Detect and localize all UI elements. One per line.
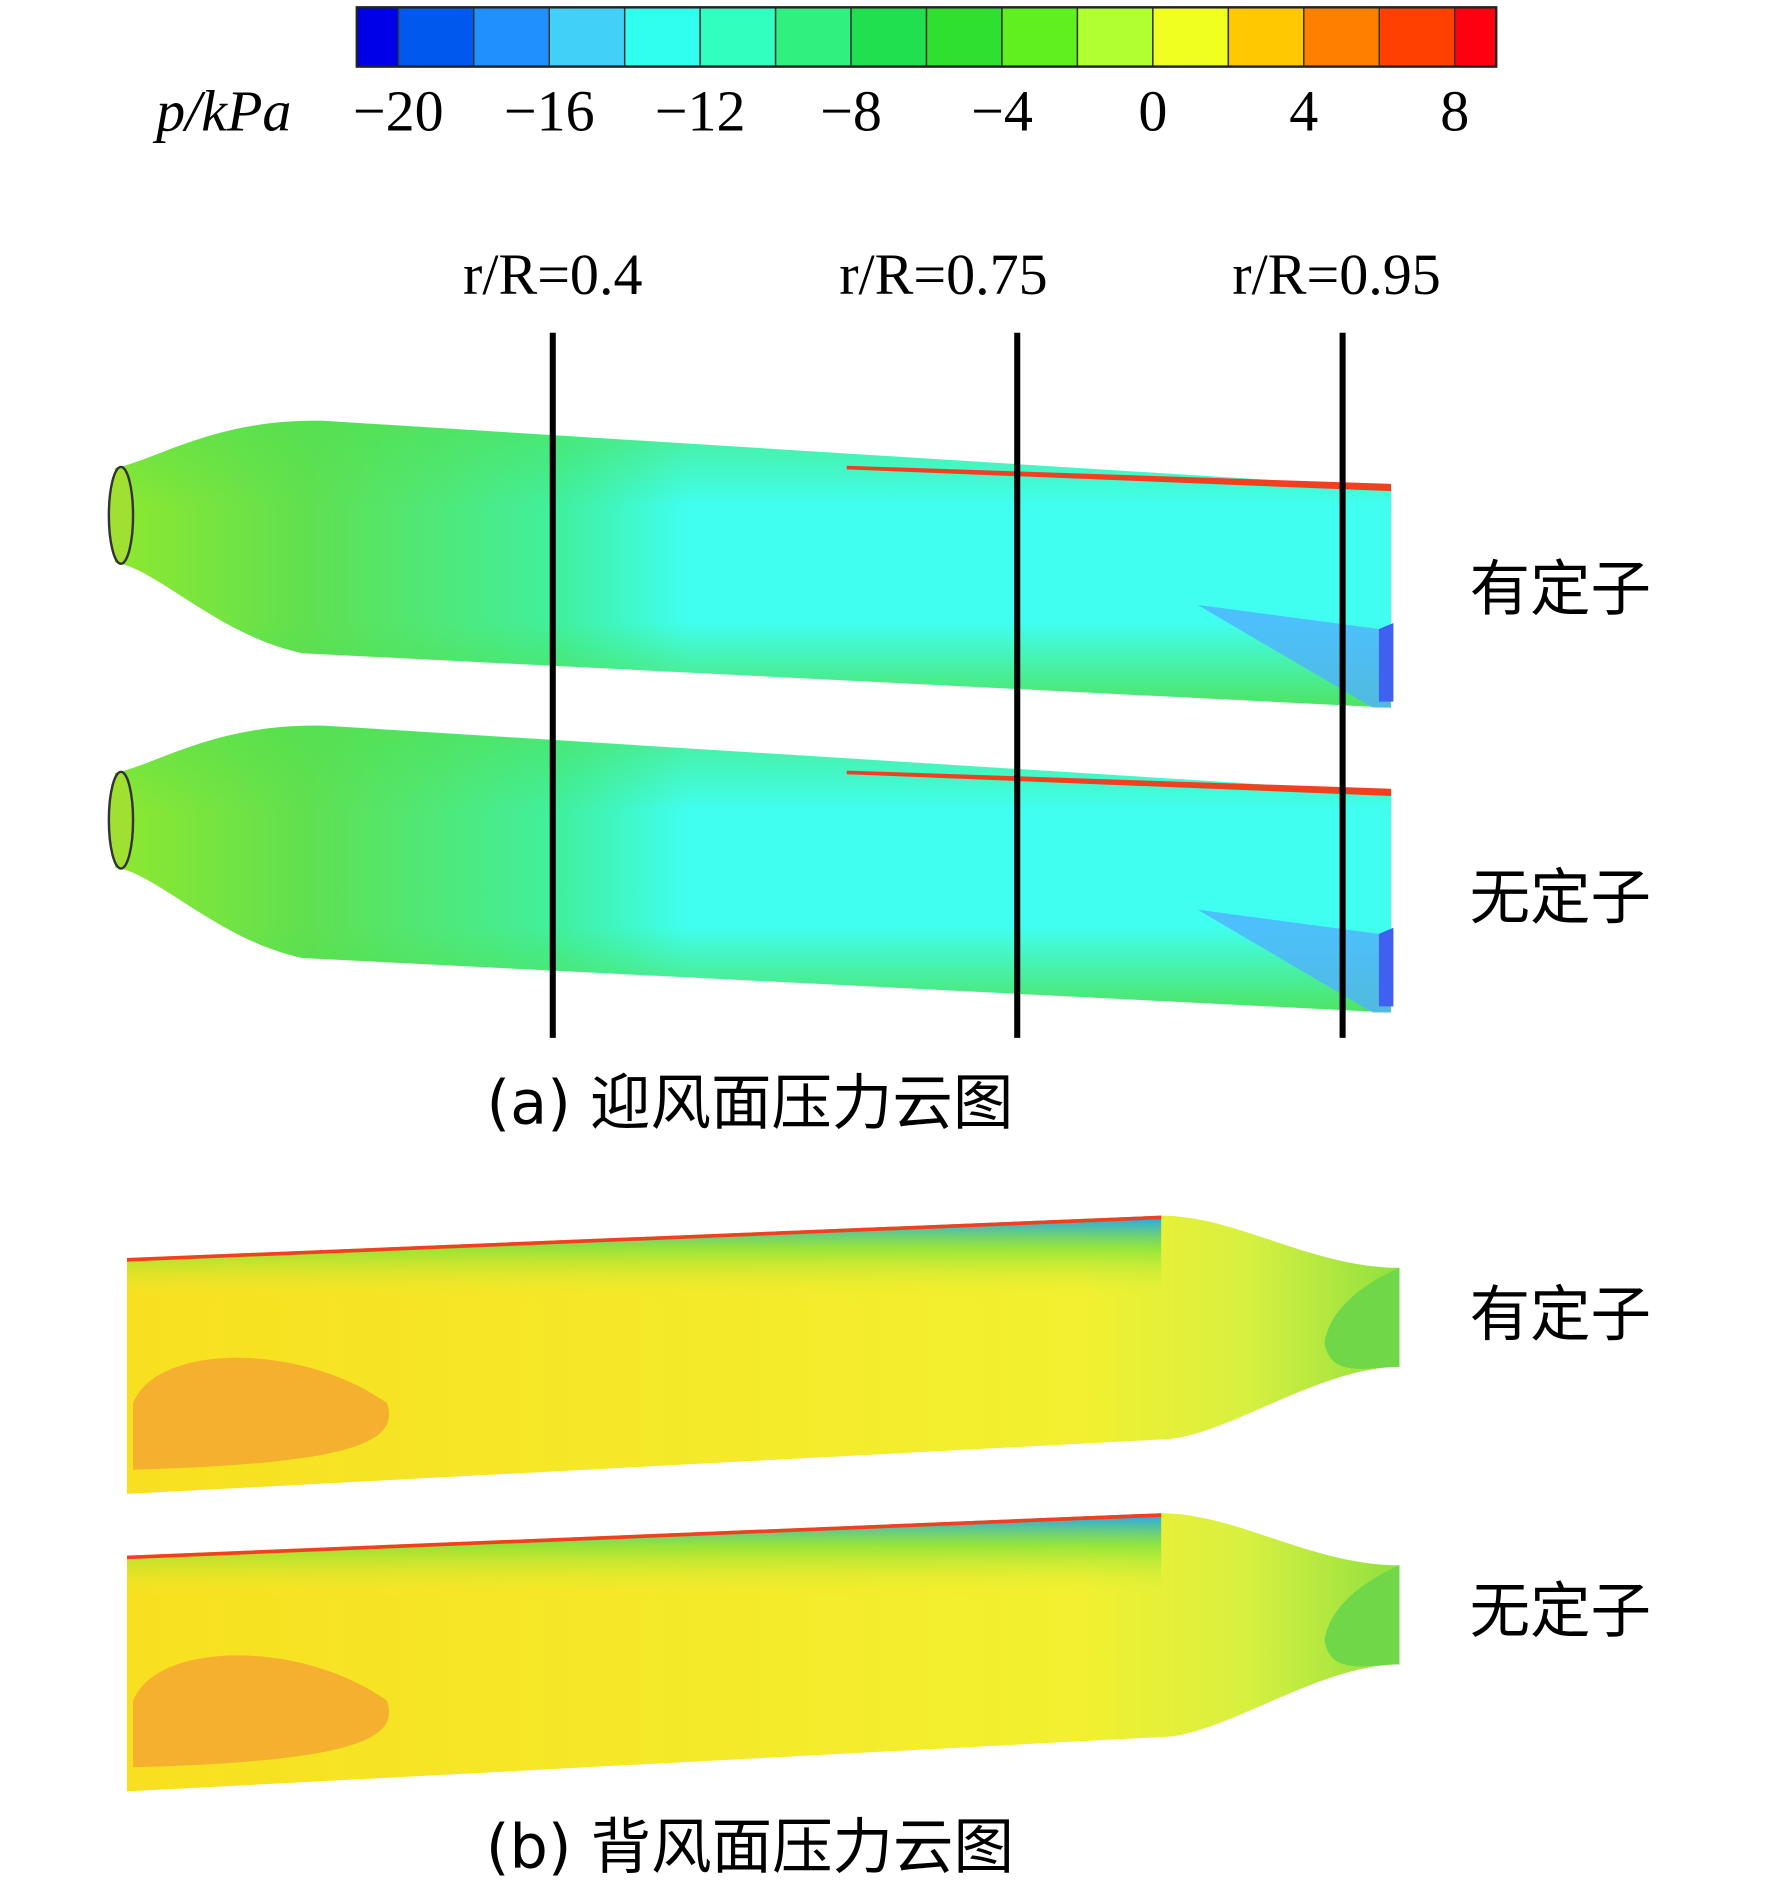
colorbar-band	[397, 6, 475, 68]
blade-leeward-with-stator	[127, 1215, 1400, 1494]
colorbar-band	[548, 6, 626, 68]
colorbar-band	[1001, 6, 1079, 68]
colorbar-tick-label: 8	[1440, 79, 1469, 144]
colorbar-band	[1227, 6, 1305, 68]
colorbar-tick-label: −16	[504, 79, 595, 144]
blade-windward-with-stator	[107, 419, 1395, 709]
blade-label: 有定子	[1470, 1280, 1651, 1350]
blade-leeward-without-stator	[127, 1513, 1400, 1792]
blade-label: 无定子	[1470, 1576, 1651, 1646]
blade-label: 有定子	[1470, 554, 1651, 624]
colorbar-band	[1152, 6, 1230, 68]
section-label: r/R=0.75	[839, 242, 1048, 307]
colorbar-band	[1378, 6, 1456, 68]
caption: (a) 迎风面压力云图	[487, 1068, 1014, 1138]
section-label: r/R=0.4	[463, 242, 642, 307]
colorbar-tick-label: −8	[820, 79, 882, 144]
colorbar-band	[1303, 6, 1380, 68]
colorbar-band	[473, 6, 550, 68]
blade-label: 无定子	[1470, 863, 1651, 933]
colorbar-band	[1076, 6, 1154, 68]
colorbar-band	[623, 6, 701, 68]
colorbar-band	[699, 6, 777, 68]
colorbar-tick-label: −20	[353, 79, 444, 144]
colorbar-band	[850, 6, 928, 68]
colorbar-tick-label: 4	[1289, 79, 1318, 144]
section-label: r/R=0.95	[1232, 242, 1441, 307]
colorbar-tick-label: 0	[1138, 79, 1167, 144]
colorbar	[355, 6, 1498, 68]
colorbar-tick-label: −12	[655, 79, 746, 144]
colorbar-band	[774, 6, 852, 68]
colorbar-band	[925, 6, 1003, 68]
colorbar-band	[1453, 6, 1497, 68]
blade-windward-without-stator	[107, 724, 1395, 1014]
colorbar-label: p/kPa	[152, 79, 291, 144]
colorbar-band	[356, 6, 400, 68]
colorbar-tick-label: −4	[971, 79, 1033, 144]
colorbar-frame	[355, 6, 1498, 68]
caption: (b) 背风面压力云图	[486, 1812, 1014, 1882]
